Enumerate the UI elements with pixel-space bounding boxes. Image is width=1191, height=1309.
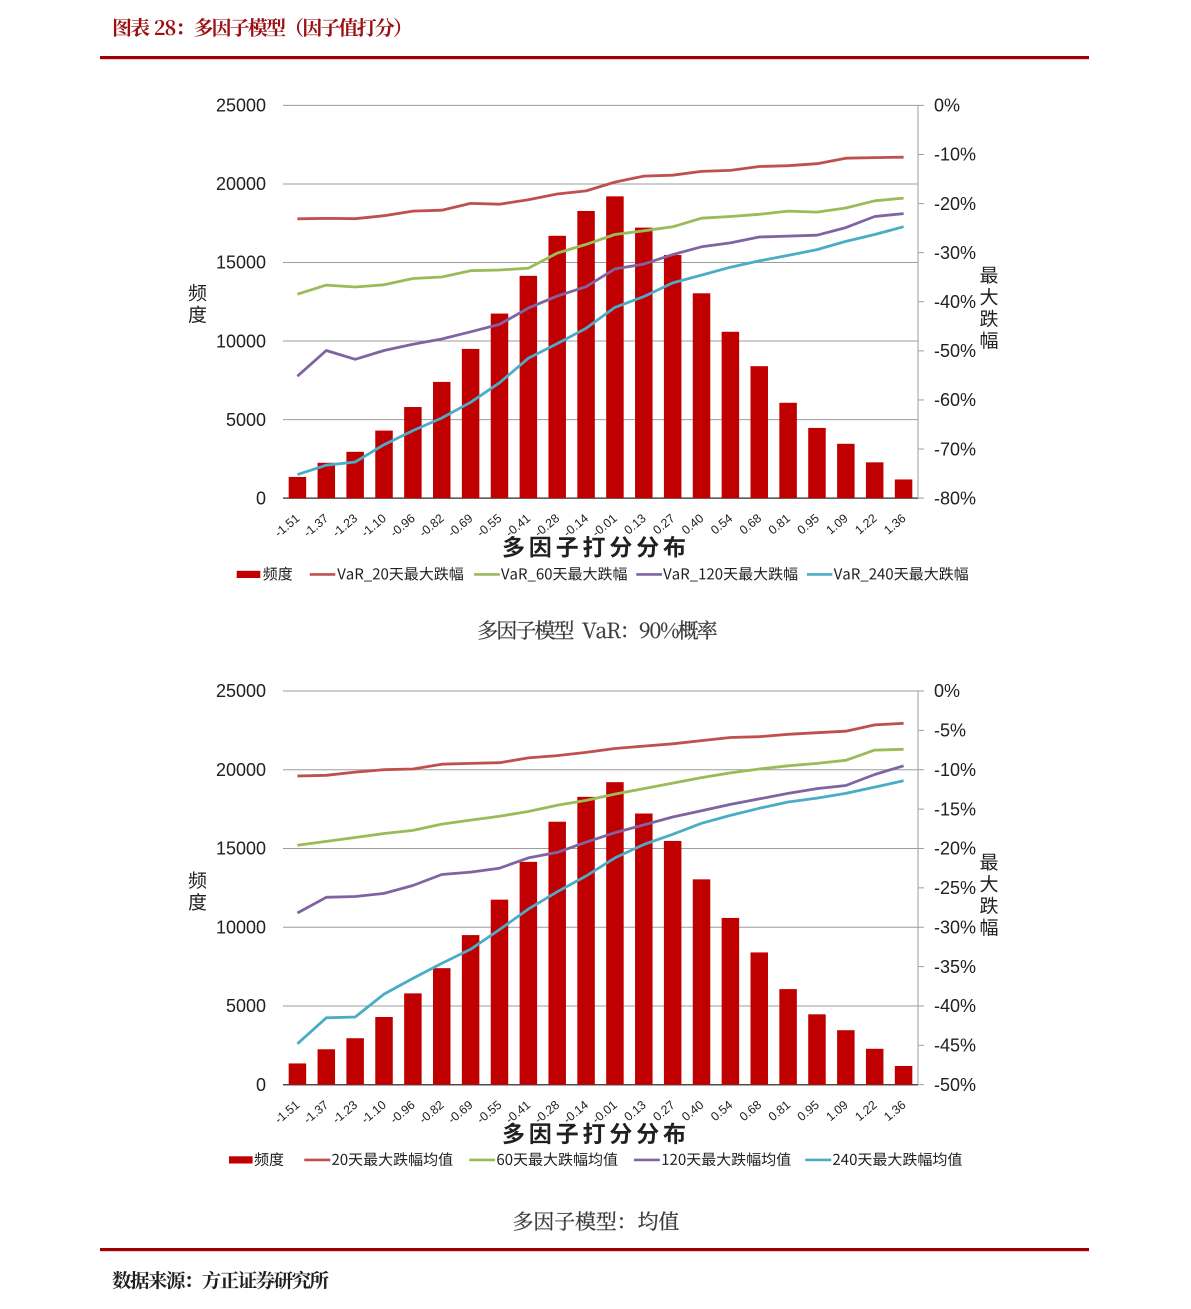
svg-text:-45%: -45% — [934, 1036, 976, 1056]
svg-text:-50%: -50% — [934, 341, 976, 361]
svg-text:-20%: -20% — [934, 839, 976, 859]
svg-text:15000: 15000 — [216, 253, 266, 273]
svg-text:-25%: -25% — [934, 878, 976, 898]
svg-text:0: 0 — [256, 488, 266, 508]
svg-text:-35%: -35% — [934, 957, 976, 977]
svg-text:0%: 0% — [934, 681, 960, 701]
svg-text:25000: 25000 — [216, 96, 266, 116]
svg-text:25000: 25000 — [216, 681, 266, 701]
svg-text:-10%: -10% — [934, 760, 976, 780]
svg-text:-10%: -10% — [934, 145, 976, 165]
svg-text:-30%: -30% — [934, 917, 976, 937]
svg-text:-60%: -60% — [934, 390, 976, 410]
svg-text:15000: 15000 — [216, 839, 266, 859]
svg-text:-80%: -80% — [934, 488, 976, 508]
svg-text:-20%: -20% — [934, 194, 976, 214]
svg-text:10000: 10000 — [216, 331, 266, 351]
svg-text:10000: 10000 — [216, 917, 266, 937]
svg-text:-50%: -50% — [934, 1075, 976, 1095]
svg-text:-30%: -30% — [934, 243, 976, 263]
svg-text:-40%: -40% — [934, 996, 976, 1016]
svg-text:20000: 20000 — [216, 760, 266, 780]
svg-text:0: 0 — [256, 1075, 266, 1095]
svg-text:20000: 20000 — [216, 174, 266, 194]
svg-text:5000: 5000 — [226, 410, 266, 430]
svg-text:5000: 5000 — [226, 996, 266, 1016]
svg-text:-70%: -70% — [934, 439, 976, 459]
svg-text:-15%: -15% — [934, 799, 976, 819]
svg-text:-40%: -40% — [934, 292, 976, 312]
svg-text:0%: 0% — [934, 96, 960, 116]
svg-text:-5%: -5% — [934, 721, 966, 741]
